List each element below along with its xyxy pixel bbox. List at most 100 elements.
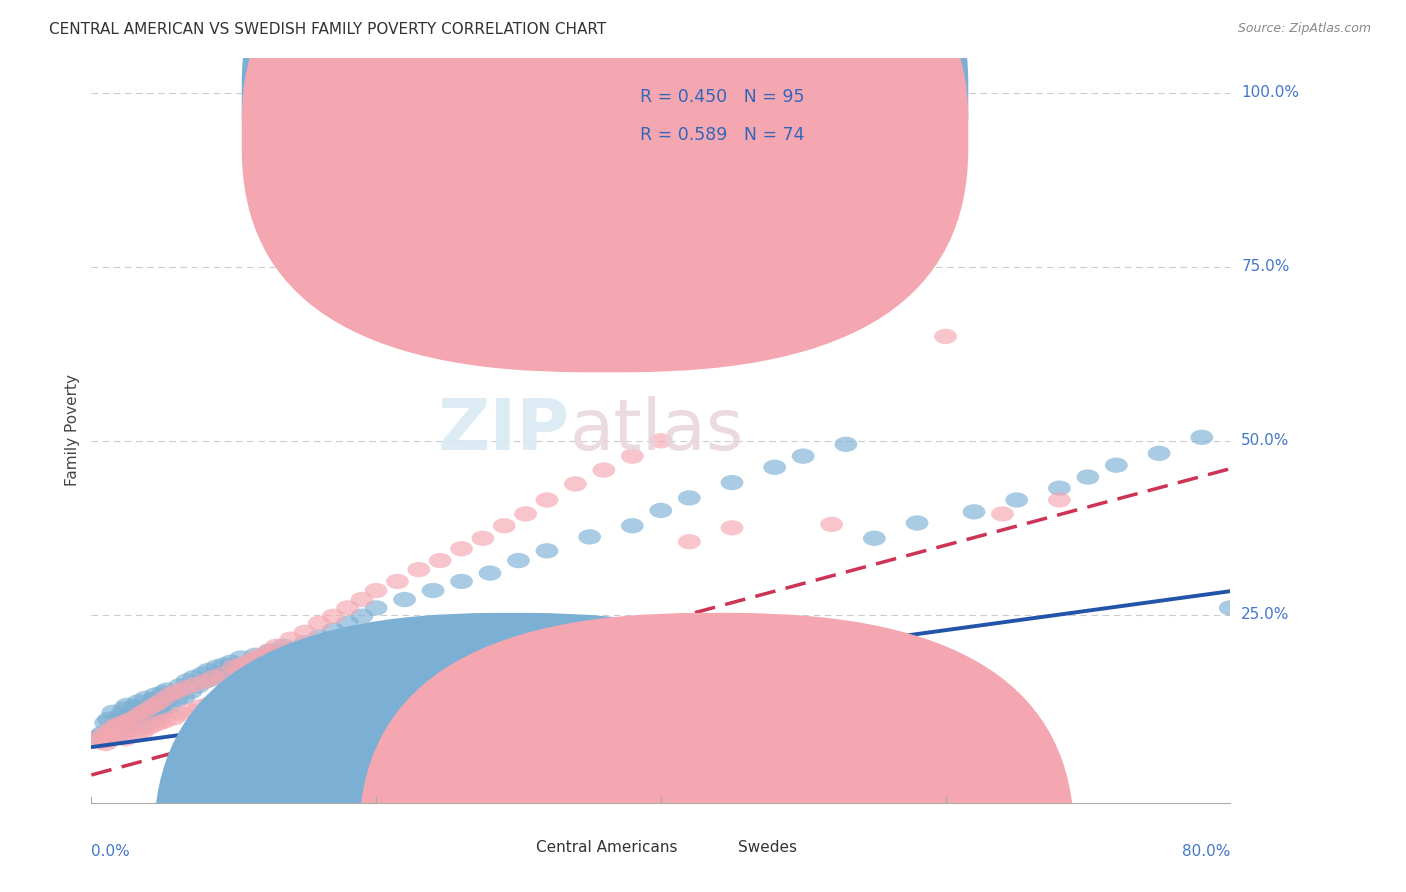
Ellipse shape <box>152 692 174 707</box>
Ellipse shape <box>364 582 388 599</box>
FancyBboxPatch shape <box>242 0 969 372</box>
Ellipse shape <box>205 659 228 674</box>
Ellipse shape <box>208 668 231 684</box>
Ellipse shape <box>835 437 858 452</box>
Ellipse shape <box>94 736 117 751</box>
Ellipse shape <box>863 531 886 546</box>
Ellipse shape <box>820 516 844 532</box>
Ellipse shape <box>222 662 245 677</box>
Ellipse shape <box>170 706 193 722</box>
Ellipse shape <box>111 713 134 728</box>
Ellipse shape <box>183 670 205 685</box>
Text: Swedes: Swedes <box>738 840 797 855</box>
Ellipse shape <box>139 706 163 722</box>
Ellipse shape <box>152 705 174 720</box>
Ellipse shape <box>201 672 224 687</box>
Ellipse shape <box>763 459 786 475</box>
Ellipse shape <box>136 699 160 714</box>
Ellipse shape <box>180 703 202 719</box>
Ellipse shape <box>217 690 239 705</box>
Ellipse shape <box>1047 492 1071 508</box>
Ellipse shape <box>163 710 186 725</box>
Ellipse shape <box>592 462 616 478</box>
Ellipse shape <box>98 724 121 739</box>
Ellipse shape <box>408 562 430 577</box>
Ellipse shape <box>97 724 120 739</box>
Y-axis label: Family Poverty: Family Poverty <box>65 375 80 486</box>
Ellipse shape <box>564 476 586 491</box>
Ellipse shape <box>215 665 238 680</box>
Ellipse shape <box>721 520 744 535</box>
Ellipse shape <box>108 725 131 741</box>
Ellipse shape <box>87 731 110 747</box>
Ellipse shape <box>212 657 235 673</box>
Ellipse shape <box>322 623 344 638</box>
Ellipse shape <box>114 731 136 747</box>
Ellipse shape <box>160 687 183 703</box>
Ellipse shape <box>93 727 115 742</box>
Ellipse shape <box>103 729 125 744</box>
Ellipse shape <box>173 690 195 705</box>
Ellipse shape <box>1047 481 1071 496</box>
Ellipse shape <box>266 648 288 663</box>
Ellipse shape <box>364 600 388 615</box>
Ellipse shape <box>308 630 330 645</box>
Ellipse shape <box>152 685 174 700</box>
Ellipse shape <box>180 684 202 699</box>
Ellipse shape <box>129 703 153 719</box>
Ellipse shape <box>101 729 124 744</box>
Ellipse shape <box>146 701 170 716</box>
Text: 80.0%: 80.0% <box>1182 844 1230 859</box>
Ellipse shape <box>422 582 444 599</box>
Ellipse shape <box>148 697 172 712</box>
Ellipse shape <box>508 553 530 568</box>
Ellipse shape <box>478 566 502 581</box>
Ellipse shape <box>90 734 112 749</box>
Ellipse shape <box>250 648 274 663</box>
Ellipse shape <box>131 724 155 739</box>
Ellipse shape <box>208 692 231 707</box>
Ellipse shape <box>515 507 537 522</box>
Ellipse shape <box>174 681 197 696</box>
Text: CENTRAL AMERICAN VS SWEDISH FAMILY POVERTY CORRELATION CHART: CENTRAL AMERICAN VS SWEDISH FAMILY POVER… <box>49 22 606 37</box>
Ellipse shape <box>336 615 359 631</box>
Ellipse shape <box>169 678 191 693</box>
Ellipse shape <box>257 643 281 658</box>
Ellipse shape <box>202 670 225 685</box>
Ellipse shape <box>105 717 128 732</box>
Ellipse shape <box>148 715 172 731</box>
Ellipse shape <box>650 503 672 518</box>
Ellipse shape <box>136 715 160 731</box>
Ellipse shape <box>134 703 157 719</box>
Text: Source: ZipAtlas.com: Source: ZipAtlas.com <box>1237 22 1371 36</box>
Ellipse shape <box>108 727 131 742</box>
Ellipse shape <box>450 541 472 557</box>
Ellipse shape <box>350 608 373 624</box>
Ellipse shape <box>159 699 181 714</box>
Ellipse shape <box>145 697 169 712</box>
Ellipse shape <box>266 639 288 654</box>
Text: atlas: atlas <box>569 396 744 465</box>
Ellipse shape <box>120 722 142 738</box>
Text: Central Americans: Central Americans <box>536 840 678 855</box>
Ellipse shape <box>139 699 163 714</box>
Ellipse shape <box>877 211 900 226</box>
Ellipse shape <box>184 677 207 692</box>
Ellipse shape <box>536 492 558 508</box>
Text: 25.0%: 25.0% <box>1241 607 1289 623</box>
Ellipse shape <box>128 706 152 722</box>
Ellipse shape <box>250 652 274 668</box>
Ellipse shape <box>394 592 416 607</box>
Ellipse shape <box>350 592 373 607</box>
Ellipse shape <box>1219 600 1241 615</box>
Ellipse shape <box>219 655 242 670</box>
Ellipse shape <box>134 690 157 706</box>
Ellipse shape <box>118 722 141 738</box>
Ellipse shape <box>155 694 177 709</box>
Ellipse shape <box>156 682 179 698</box>
Ellipse shape <box>125 712 149 727</box>
Ellipse shape <box>963 504 986 519</box>
Ellipse shape <box>143 712 167 727</box>
Ellipse shape <box>127 694 150 709</box>
Ellipse shape <box>132 708 156 723</box>
